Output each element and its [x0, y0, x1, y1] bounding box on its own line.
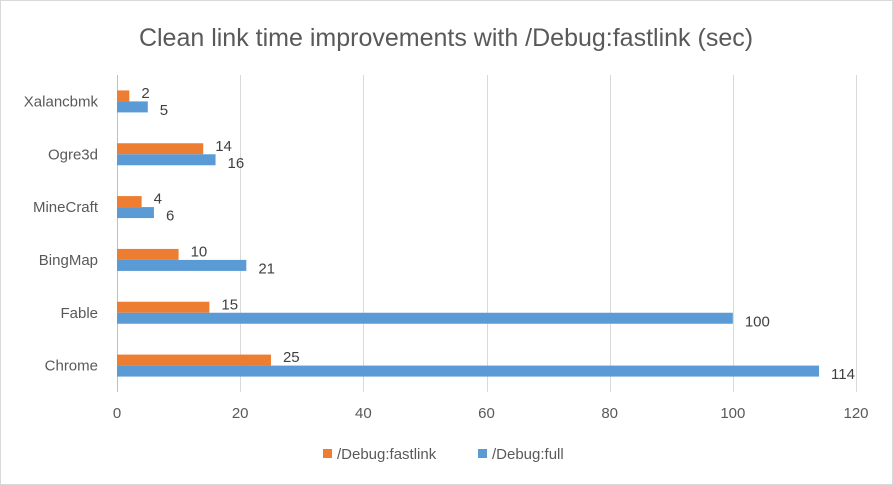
x-tick-label-0: 0	[113, 405, 121, 422]
legend-label-fastlink: /Debug:fastlink	[337, 446, 437, 463]
bar-xalancbmk-debug-full	[117, 101, 148, 113]
data-label-chrome-debug-full: 114	[831, 366, 855, 383]
data-label-bingmap-debug-fastlink: 10	[191, 243, 208, 260]
x-tick-labels: 0 20 40 60 80 100 120	[113, 405, 869, 422]
data-label-xalancbmk-debug-fastlink: 2	[141, 85, 149, 102]
x-tick-label-40: 40	[355, 405, 372, 422]
bar-minecraft-debug-full	[117, 207, 154, 219]
bars	[117, 90, 820, 377]
category-label-fable: Fable	[60, 305, 98, 322]
category-label-ogre3d: Ogre3d	[48, 146, 98, 163]
legend-swatch-fastlink	[323, 449, 332, 458]
data-label-bingmap-debug-full: 21	[258, 260, 275, 277]
bar-chrome-debug-fastlink	[117, 354, 271, 366]
legend-label-full: /Debug:full	[492, 446, 564, 463]
x-tick-label-120: 120	[843, 405, 868, 422]
bar-xalancbmk-debug-fastlink	[117, 90, 130, 102]
bar-chrome-debug-full	[117, 365, 820, 377]
data-label-fable-debug-full: 100	[745, 313, 770, 330]
chart-title: Clean link time improvements with /Debug…	[139, 24, 753, 52]
category-label-bingmap: BingMap	[39, 252, 98, 269]
category-labels: Xalancbmk Ogre3d MineCraft BingMap Fable Chro…	[24, 93, 99, 374]
data-label-ogre3d-debug-fastlink: 14	[215, 138, 232, 155]
bar-ogre3d-debug-full	[117, 154, 216, 166]
data-label-xalancbmk-debug-full: 5	[160, 102, 168, 119]
bar-minecraft-debug-fastlink	[117, 196, 142, 208]
data-label-fable-debug-fastlink: 15	[221, 296, 238, 313]
legend: /Debug:fastlink /Debug:full	[323, 446, 564, 463]
bar-fable-debug-full	[117, 312, 733, 324]
legend-swatch-full	[478, 449, 487, 458]
x-tick-label-100: 100	[720, 405, 745, 422]
bar-bingmap-debug-full	[117, 259, 247, 271]
bar-fable-debug-fastlink	[117, 301, 210, 313]
bar-ogre3d-debug-fastlink	[117, 143, 204, 155]
data-label-minecraft-debug-full: 6	[166, 208, 174, 225]
data-label-minecraft-debug-fastlink: 4	[154, 191, 162, 208]
gridlines	[117, 75, 857, 392]
x-tick-label-20: 20	[232, 405, 249, 422]
x-tick-label-80: 80	[601, 405, 618, 422]
category-label-chrome: Chrome	[45, 358, 98, 375]
category-label-minecraft: MineCraft	[33, 199, 99, 216]
bar-bingmap-debug-fastlink	[117, 248, 179, 260]
x-tick-label-60: 60	[478, 405, 495, 422]
category-label-xalancbmk: Xalancbmk	[24, 93, 99, 110]
data-label-chrome-debug-fastlink: 25	[283, 349, 300, 366]
data-label-ogre3d-debug-full: 16	[228, 155, 245, 172]
